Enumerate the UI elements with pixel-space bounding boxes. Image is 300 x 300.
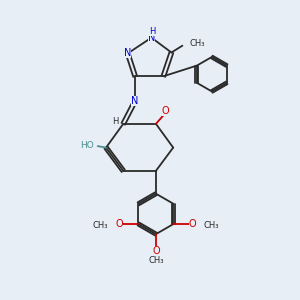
Text: H: H <box>112 117 118 126</box>
Text: N: N <box>124 48 131 59</box>
Text: N: N <box>148 33 155 43</box>
Text: O: O <box>116 219 123 229</box>
Text: CH₃: CH₃ <box>204 221 219 230</box>
Text: H: H <box>149 27 155 36</box>
Text: O: O <box>189 219 196 229</box>
Text: O: O <box>162 106 169 116</box>
Text: CH₃: CH₃ <box>148 256 164 265</box>
Text: CH₃: CH₃ <box>93 221 108 230</box>
Text: CH₃: CH₃ <box>189 38 205 47</box>
Text: HO: HO <box>80 141 94 150</box>
Text: N: N <box>131 96 139 106</box>
Text: O: O <box>152 246 160 256</box>
